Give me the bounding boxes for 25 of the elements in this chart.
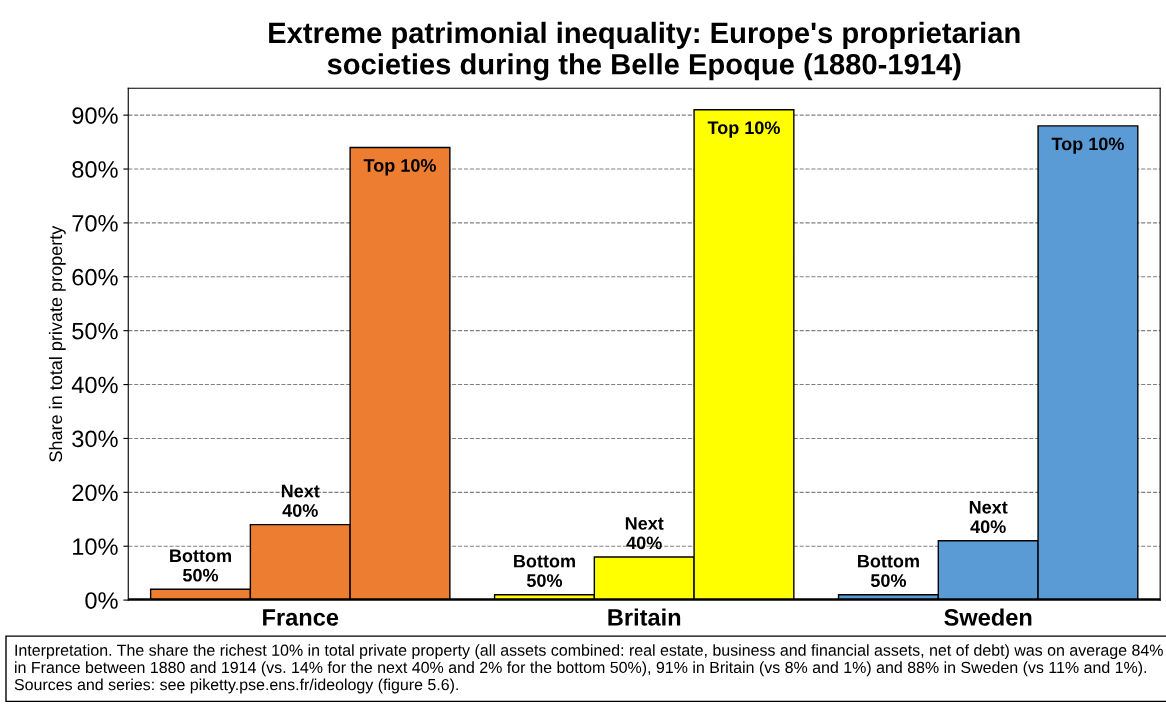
series-label: Next 40% bbox=[281, 484, 320, 517]
text: Next 40% bbox=[625, 517, 664, 550]
text: Interpretation. The share the richest 10% in total private property (all assets combined: real estate, business and financial assets, net of debt) was on average 84% in France between 1880 and 1914 (vs. 14% for the next 40% and 2% for the bottom 50%), 91% in Britain (vs 8% and 1%) and 88% in Sweden (vs 11% and 1%). Sources and series: see piketty.pse.ens.fr/ideology (figure 5.6). bbox=[14, 644, 1163, 694]
y-tick-label: 80% bbox=[72, 161, 118, 178]
y-tick-label: 40% bbox=[71, 376, 118, 394]
x-tick-label: Britain bbox=[608, 608, 681, 626]
series-label: Top 10% bbox=[363, 159, 436, 176]
text: Next 40% bbox=[969, 501, 1008, 534]
series-label: Bottom 50% bbox=[170, 549, 231, 582]
y-tick-label: 50% bbox=[72, 322, 118, 340]
x-tick-label: Sweden bbox=[944, 608, 1032, 626]
y-tick-label: 20% bbox=[72, 484, 118, 502]
y-axis-title: Share in total private property bbox=[48, 225, 66, 462]
y-tick-label: 0% bbox=[85, 592, 118, 609]
y-tick-label: 60% bbox=[72, 268, 118, 286]
y-tick-label: 90% bbox=[72, 107, 118, 124]
text: Top 10% bbox=[707, 121, 780, 138]
text: Top 10% bbox=[1051, 137, 1124, 154]
text: Bottom 50% bbox=[514, 554, 575, 587]
x-tick-label: France bbox=[263, 609, 339, 626]
y-tick-label: 70% bbox=[72, 214, 118, 232]
y-tick-label: 30% bbox=[72, 430, 118, 448]
y-tick-label: 10% bbox=[73, 538, 118, 555]
text: Bottom 50% bbox=[858, 554, 919, 587]
chart-title: Extreme patrimonial inequality: Europe's proprietarian societies during the Belle Epoque (1880-1914) bbox=[269, 21, 1020, 81]
